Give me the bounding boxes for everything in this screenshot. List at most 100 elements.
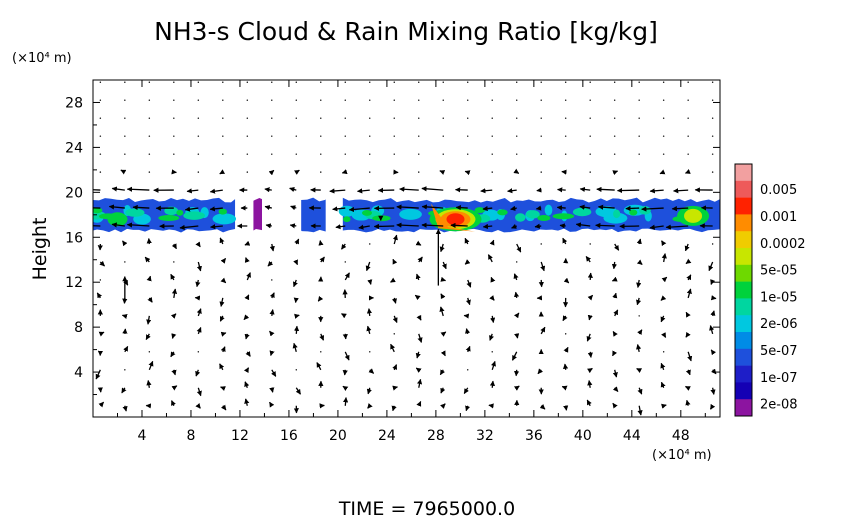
colorbar-label: 5e-07 — [760, 344, 798, 359]
vector-arrow — [439, 369, 445, 376]
vector-arrow — [186, 188, 199, 194]
vector-dot — [662, 351, 665, 353]
vector-dot — [295, 117, 297, 119]
vector-arrow — [537, 368, 543, 375]
vector-dot — [320, 117, 322, 119]
colorbar-swatch — [735, 281, 752, 299]
vector-arrow — [399, 186, 419, 192]
colorbar-swatch — [735, 180, 752, 198]
colorbar-label: 2e-06 — [760, 317, 798, 332]
vector-arrow — [465, 405, 471, 412]
vector-arrow — [441, 261, 447, 270]
vector-dot — [173, 135, 175, 137]
vector-arrow — [440, 293, 446, 300]
vector-dot — [124, 153, 126, 155]
vector-arrow — [96, 292, 102, 299]
x-tick-label: 40 — [574, 428, 592, 444]
vector-arrow — [513, 168, 520, 174]
vector-arrow — [556, 205, 566, 211]
vector-arrow — [685, 258, 692, 265]
vector-dot — [638, 315, 640, 317]
vector-arrow — [540, 261, 546, 272]
vector-arrow — [586, 399, 592, 407]
vector-dot — [540, 153, 542, 155]
colorbar-swatch — [735, 365, 752, 383]
vector-dot — [613, 117, 616, 119]
colorbar-swatch — [735, 382, 752, 400]
vector-arrow — [289, 223, 297, 229]
vector-arrow — [219, 169, 226, 175]
x-axis: 4 8 12 16 20 24 28 32 36 40 44 48 — [116, 80, 706, 444]
vector-dot — [320, 135, 322, 137]
vector-arrow — [587, 272, 593, 281]
vector-arrow — [269, 387, 275, 393]
vector-dot — [613, 153, 616, 155]
colorbar-label: 0.001 — [760, 210, 797, 225]
wind-vectors — [93, 81, 717, 416]
vector-arrow — [636, 297, 642, 306]
vector-dot — [662, 81, 665, 83]
vector-arrow — [709, 403, 716, 410]
vector-arrow — [455, 205, 468, 211]
vector-arrow — [269, 330, 275, 337]
vector-arrow — [597, 204, 615, 210]
vector-arrow — [244, 381, 250, 389]
vector-dot — [393, 333, 395, 335]
vector-arrow — [563, 346, 569, 353]
vector-arrow — [587, 351, 593, 358]
vector-arrow — [171, 333, 177, 339]
vector-arrow — [612, 350, 618, 357]
vector-arrow — [269, 292, 275, 299]
vector-dot — [613, 99, 616, 101]
vector-dot — [418, 153, 420, 155]
vector-arrow — [511, 351, 518, 361]
vector-arrow — [316, 362, 322, 371]
x-tick-label: 44 — [623, 428, 641, 444]
vector-dot — [197, 135, 200, 137]
vector-dot — [613, 81, 616, 83]
vector-dot — [271, 117, 273, 119]
vector-arrow — [636, 368, 642, 373]
vector-dot — [222, 99, 224, 101]
vector-dot — [197, 153, 200, 155]
vector-arrow — [392, 234, 398, 245]
vector-arrow — [195, 279, 201, 288]
vector-arrow — [244, 240, 251, 246]
vector-arrow — [587, 380, 593, 388]
vector-arrow — [465, 345, 471, 353]
vector-dot — [589, 135, 591, 137]
vector-arrow — [121, 387, 127, 394]
vector-arrow — [489, 333, 494, 341]
vector-dot — [540, 171, 542, 173]
vector-arrow — [612, 331, 618, 337]
vector-arrow — [489, 295, 495, 301]
vector-dot — [418, 117, 420, 119]
x-tick-label: 4 — [138, 428, 147, 444]
vector-arrow — [264, 187, 272, 193]
vector-arrow — [563, 277, 570, 284]
vector-dot — [344, 153, 346, 155]
vector-arrow — [557, 187, 566, 193]
vector-arrow — [146, 238, 152, 245]
vector-dot — [516, 153, 518, 155]
vector-dot — [638, 99, 640, 101]
vector-dot — [540, 135, 542, 137]
vector-dot — [467, 369, 469, 371]
vector-arrow — [490, 315, 496, 324]
y-tick-label: 16 — [65, 230, 83, 246]
vector-arrow — [421, 204, 444, 210]
vector-arrow — [490, 276, 496, 283]
vector-arrow — [98, 401, 105, 408]
vector-arrow — [575, 222, 591, 228]
vector-dot — [271, 279, 273, 281]
vector-dot — [173, 153, 175, 155]
vector-arrow — [344, 272, 350, 281]
vector-dot — [491, 135, 493, 137]
vector-arrow — [416, 401, 422, 407]
vector-dot — [418, 81, 420, 83]
vector-dot — [442, 153, 444, 155]
vector-dot — [99, 153, 102, 155]
vector-arrow — [366, 325, 372, 335]
x-tick-label: 16 — [280, 428, 298, 444]
